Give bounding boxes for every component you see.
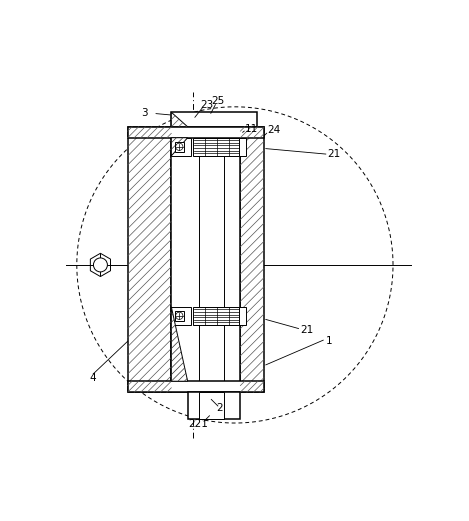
Text: 11: 11 [245, 123, 258, 133]
Polygon shape [171, 138, 188, 156]
Polygon shape [193, 138, 240, 156]
Polygon shape [188, 392, 240, 419]
Polygon shape [171, 138, 191, 156]
Text: 25: 25 [211, 96, 225, 106]
FancyBboxPatch shape [239, 138, 246, 156]
Polygon shape [240, 127, 264, 392]
Text: 4: 4 [90, 373, 96, 382]
FancyBboxPatch shape [174, 142, 184, 152]
Polygon shape [171, 307, 188, 381]
Polygon shape [171, 127, 240, 392]
Text: 221: 221 [189, 419, 209, 429]
Polygon shape [91, 253, 111, 277]
Polygon shape [128, 127, 264, 392]
Polygon shape [171, 112, 188, 127]
Polygon shape [171, 307, 191, 325]
Text: 3: 3 [141, 108, 148, 118]
FancyBboxPatch shape [174, 311, 184, 320]
Polygon shape [171, 112, 257, 127]
Polygon shape [198, 392, 224, 419]
FancyBboxPatch shape [239, 307, 246, 325]
Polygon shape [198, 138, 224, 411]
Polygon shape [128, 127, 171, 392]
Text: 23: 23 [200, 100, 214, 110]
Text: 21: 21 [300, 325, 314, 336]
Text: 21: 21 [327, 149, 341, 159]
Text: 24: 24 [268, 126, 281, 135]
Polygon shape [128, 127, 264, 138]
Polygon shape [128, 381, 264, 392]
Polygon shape [193, 307, 240, 325]
Text: 2: 2 [217, 403, 223, 414]
Text: 1: 1 [326, 336, 333, 346]
Circle shape [93, 258, 107, 272]
